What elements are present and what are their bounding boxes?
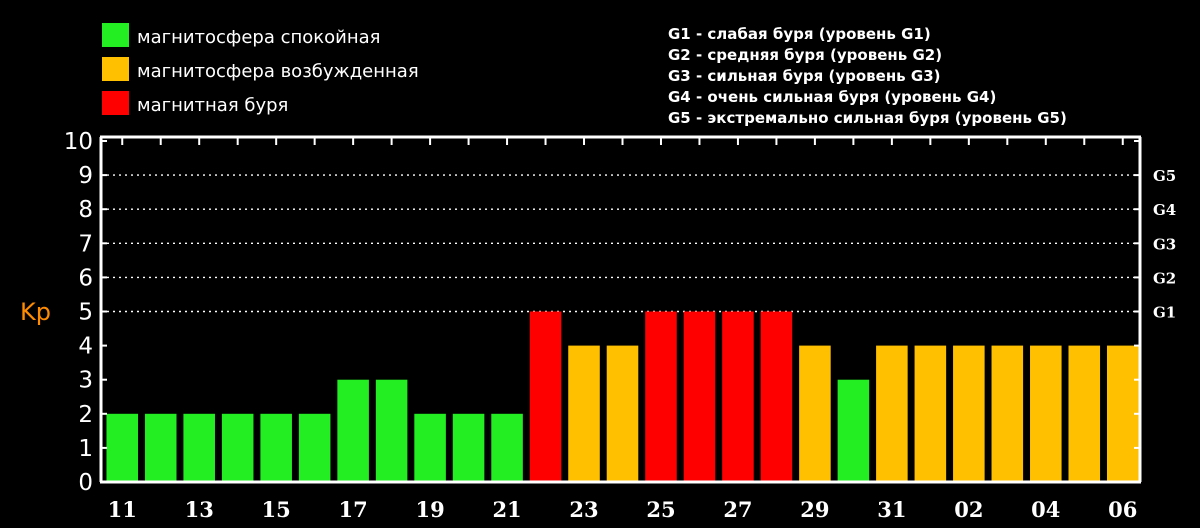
axes	[99, 135, 1142, 484]
y-tick-label: 3	[78, 368, 93, 394]
bar	[1030, 345, 1062, 482]
x-tick-label: 23	[569, 497, 598, 522]
legend-swatch-calm	[102, 23, 129, 47]
legend-swatch-storm	[102, 91, 129, 115]
bar	[837, 379, 870, 482]
g-scale-legend: G1 - слабая буря (уровень G1) G2 - средн…	[668, 25, 1067, 127]
x-tick-labels: 11 13 15 17 19 21 23 25 27 29 31 02 04 06	[108, 497, 1138, 522]
bar	[1106, 345, 1139, 482]
g-tick-label: G4	[1153, 201, 1176, 219]
y-tick-label: 9	[78, 163, 93, 189]
bar	[876, 345, 908, 482]
bar	[722, 311, 754, 482]
y-tick-label: 0	[78, 470, 93, 496]
bar	[953, 345, 985, 482]
y-tick-label: 10	[64, 129, 93, 155]
x-tick-label: 13	[185, 497, 214, 522]
g-scale-item-g5: G5 - экстремально сильная буря (уровень …	[668, 109, 1067, 127]
bar	[914, 345, 947, 482]
y-tick-labels: 0 1 2 3 4 5 6 7 8 9 10	[64, 129, 93, 496]
g-tick-label: G5	[1153, 167, 1176, 185]
x-tick-label: 25	[646, 497, 675, 522]
g-scale-item-g4: G4 - очень сильная буря (уровень G4)	[668, 88, 996, 106]
g-tick-labels: G1 G2 G3 G4 G5	[1153, 167, 1176, 321]
bar	[260, 413, 292, 482]
y-tick-label: 7	[78, 231, 93, 257]
bar	[375, 379, 408, 482]
bar	[606, 345, 639, 482]
bar	[645, 311, 677, 482]
bar	[144, 413, 177, 482]
x-tick-label: 11	[108, 497, 137, 522]
bar	[683, 311, 716, 482]
x-tick-label: 19	[415, 497, 444, 522]
bar	[491, 413, 523, 482]
legend: магнитосфера спокойная магнитосфера возб…	[102, 23, 419, 116]
bars	[106, 311, 1139, 482]
x-tick-label: 27	[723, 497, 752, 522]
g-tick-label: G1	[1153, 304, 1176, 322]
y-tick-label: 4	[78, 334, 93, 360]
g-scale-item-g3: G3 - сильная буря (уровень G3)	[668, 67, 941, 85]
x-tick-label: 06	[1108, 497, 1137, 522]
bar	[452, 413, 485, 482]
legend-swatch-active	[102, 57, 129, 81]
grid-lines	[101, 174, 1140, 313]
g-scale-item-g1: G1 - слабая буря (уровень G1)	[668, 25, 931, 43]
legend-label-active: магнитосфера возбужденная	[137, 61, 419, 82]
x-tick-label: 17	[339, 497, 368, 522]
y-tick-label: 8	[78, 197, 93, 223]
x-tick-label: 02	[954, 497, 983, 522]
y-tick-label: 6	[78, 265, 93, 291]
x-tick-label: 04	[1031, 497, 1060, 522]
y-tick-label: 5	[78, 300, 93, 326]
g-tick-label: G3	[1153, 235, 1176, 253]
bar	[414, 413, 446, 482]
x-tick-label: 29	[800, 497, 829, 522]
bar	[298, 413, 331, 482]
y-tick-label: 2	[78, 402, 93, 428]
legend-label-calm: магнитосфера спокойная	[137, 27, 380, 48]
bar	[183, 413, 215, 482]
x-tick-label: 15	[262, 497, 291, 522]
y-axis-label: Kp	[20, 298, 51, 326]
x-tick-label: 31	[877, 497, 906, 522]
y-tick-label: 1	[78, 436, 93, 462]
bar	[106, 413, 139, 482]
bar	[529, 311, 562, 482]
bar	[1068, 345, 1101, 482]
x-tick-label: 21	[492, 497, 521, 522]
bar	[221, 413, 254, 482]
bar	[799, 345, 831, 482]
bar	[991, 345, 1024, 482]
bar	[568, 345, 600, 482]
legend-label-storm: магнитная буря	[137, 95, 288, 116]
g-scale-item-g2: G2 - средняя буря (уровень G2)	[668, 46, 942, 64]
g-tick-label: G2	[1153, 269, 1176, 287]
bar	[337, 379, 369, 482]
bar	[760, 311, 793, 482]
